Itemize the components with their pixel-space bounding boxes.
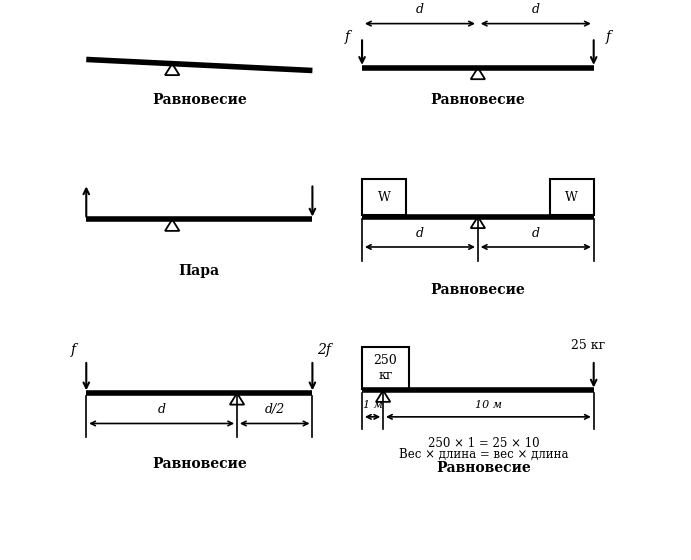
Text: Равновесие: Равновесие: [430, 283, 525, 297]
Text: 25 кг: 25 кг: [571, 339, 605, 352]
Text: Пара: Пара: [179, 264, 220, 278]
Text: Равновесие: Равновесие: [436, 461, 531, 475]
Text: 2f: 2f: [316, 343, 331, 357]
Bar: [549, 179, 594, 215]
Text: f: f: [71, 343, 76, 357]
Text: Равновесие: Равновесие: [430, 92, 525, 106]
Text: Вес × длина = вес × длина: Вес × длина = вес × длина: [399, 449, 568, 461]
Text: Равновесие: Равновесие: [152, 92, 247, 106]
Bar: [362, 347, 409, 389]
Text: 250 × 1 = 25 × 10: 250 × 1 = 25 × 10: [428, 437, 539, 450]
Text: W: W: [565, 190, 578, 204]
Text: f: f: [606, 30, 611, 44]
Text: d/2: d/2: [265, 403, 285, 416]
Text: d: d: [416, 227, 424, 240]
Text: d: d: [158, 403, 166, 416]
Text: f: f: [345, 30, 350, 44]
Text: 250
кг: 250 кг: [374, 354, 397, 382]
Text: d: d: [416, 3, 424, 16]
Text: d: d: [532, 3, 540, 16]
Text: W: W: [378, 190, 390, 204]
Text: d: d: [532, 227, 540, 240]
Text: Равновесие: Равновесие: [152, 456, 247, 470]
Text: 10 м: 10 м: [475, 400, 502, 410]
Text: 1 м: 1 м: [363, 400, 383, 410]
Bar: [362, 179, 406, 215]
